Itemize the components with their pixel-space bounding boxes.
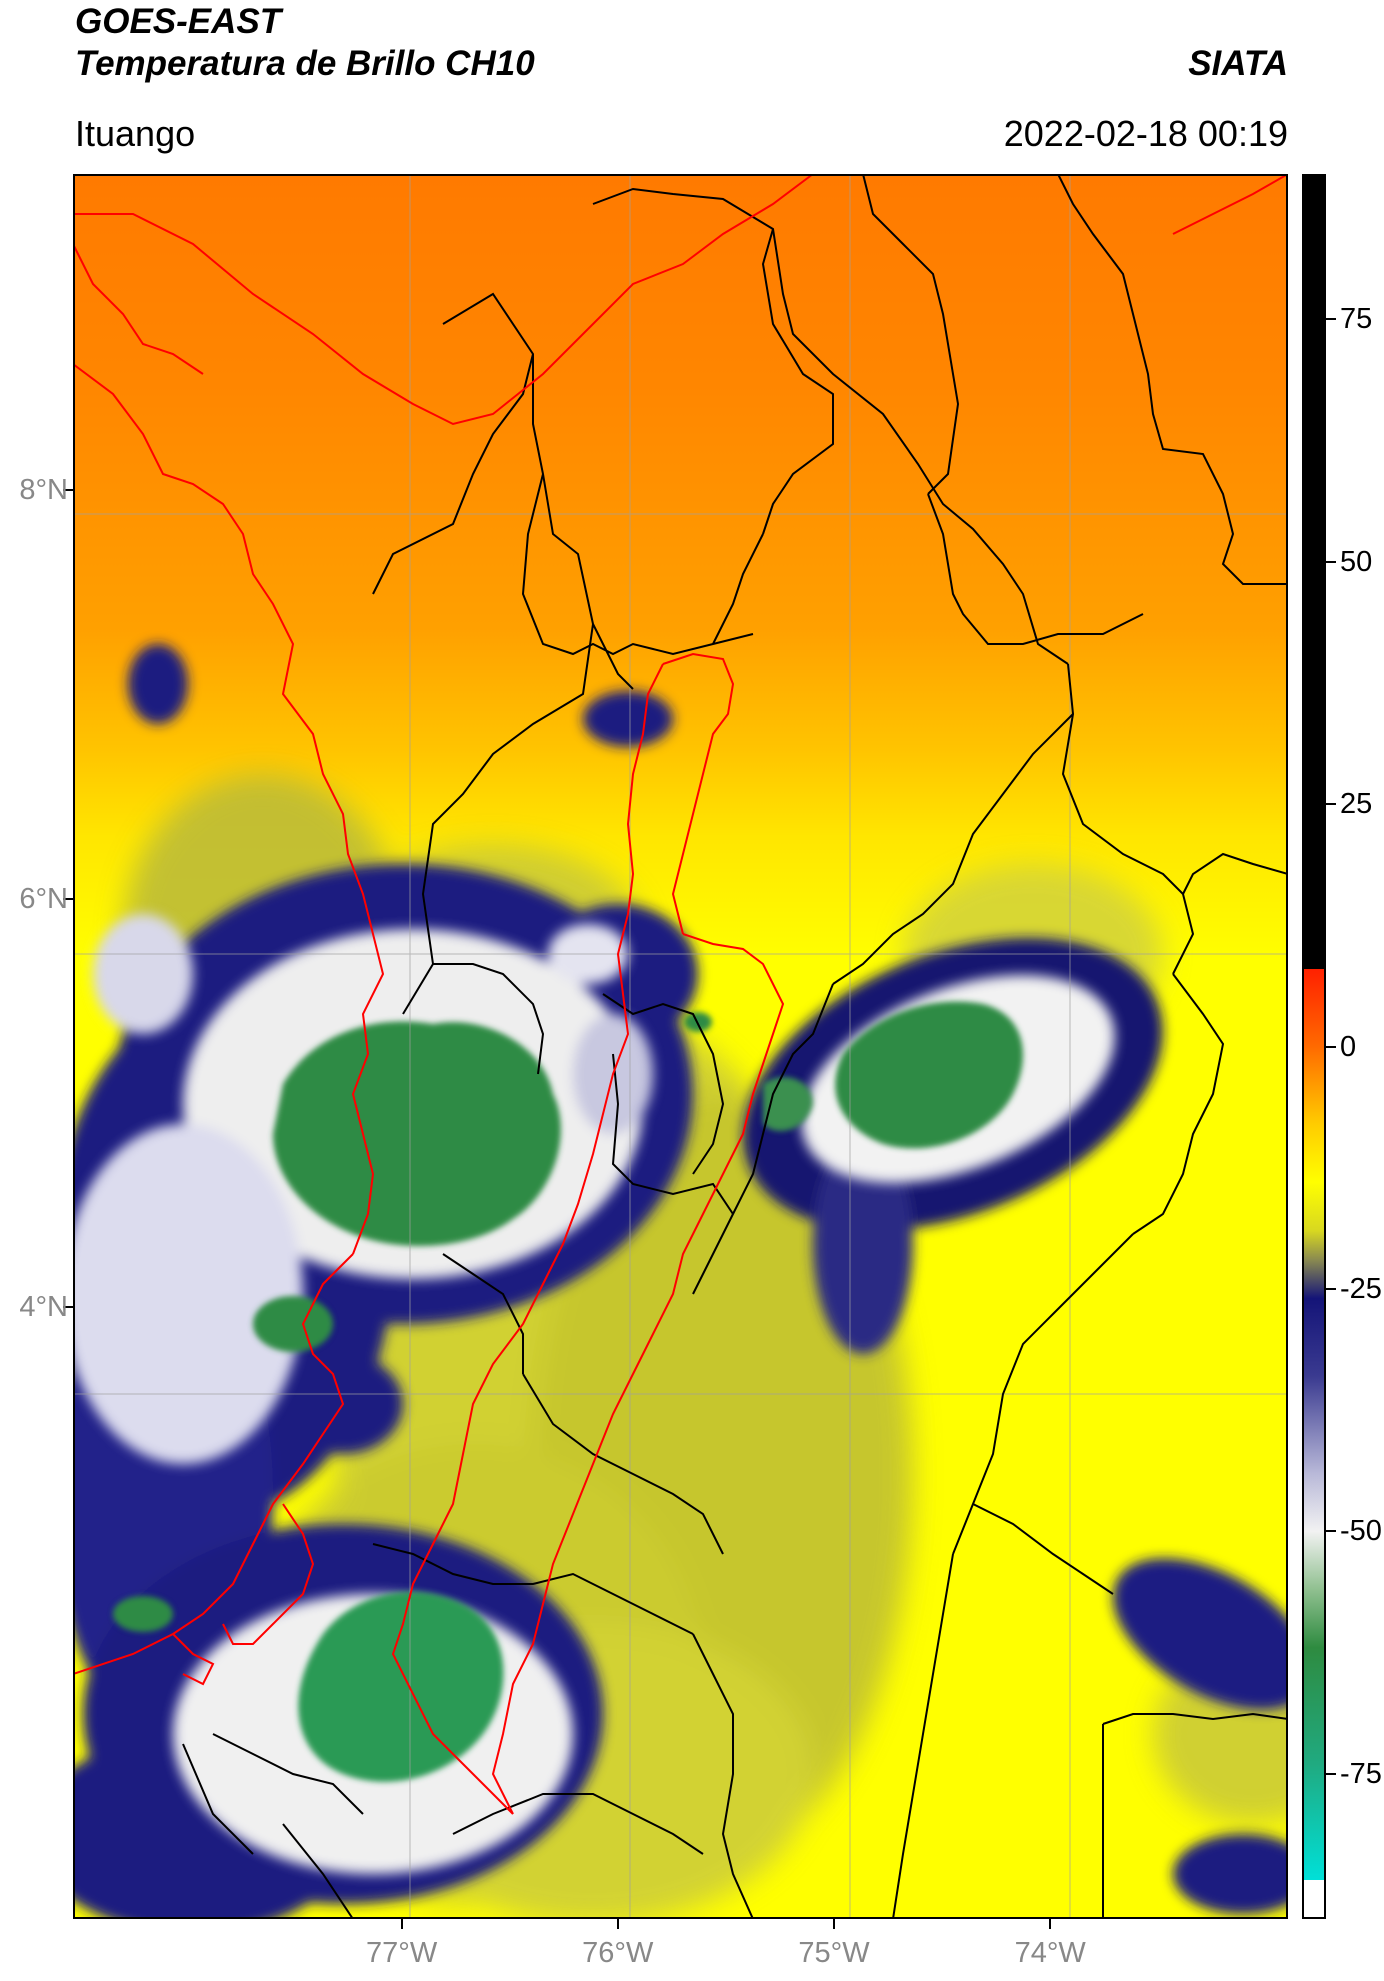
longitude-tick [616, 1919, 619, 1929]
colorbar-scale [1302, 174, 1326, 1919]
place-label: Ituango [75, 113, 196, 154]
latitude-tick-label: 4°N [19, 1290, 68, 1323]
colorbar-tick [1326, 1045, 1336, 1048]
map-panel [73, 174, 1288, 1919]
colorbar [1302, 174, 1326, 1919]
longitude-tick [1049, 1919, 1052, 1929]
organization-label: SIATA [1188, 44, 1288, 83]
colorbar-tick [1326, 803, 1336, 806]
longitude-tick-label: 74°W [1014, 1937, 1086, 1969]
colorbar-tick [1326, 1772, 1336, 1775]
colorbar-tick [1326, 560, 1336, 563]
colorbar-tick [1326, 318, 1336, 321]
colorbar-tick-label: 25 [1340, 788, 1373, 821]
latitude-tick [63, 1305, 73, 1308]
longitude-tick-label: 76°W [582, 1937, 654, 1969]
latitude-tick [63, 897, 73, 900]
brightness-temperature-map [73, 174, 1288, 1919]
department-boundaries [182, 174, 1288, 1919]
datetime-label: 2022-02-18 00:19 [1003, 113, 1288, 154]
latitude-tick-label: 8°N [19, 474, 68, 507]
colorbar-frame [1302, 174, 1326, 1919]
colorbar-tick-label: 50 [1340, 545, 1373, 578]
longitude-tick [400, 1919, 403, 1929]
title-line-2: Temperatura de Brillo CH10 [75, 44, 535, 83]
colorbar-tick-label: -75 [1340, 1757, 1382, 1790]
colorbar-tick-label: 75 [1340, 303, 1373, 336]
colorbar-fill [1302, 174, 1326, 1919]
longitude-tick [832, 1919, 835, 1929]
colorbar-tick-label: -25 [1340, 1272, 1382, 1305]
map-frame [73, 174, 1288, 1919]
colorbar-tick [1326, 1530, 1336, 1533]
colorbar-tick-label: -50 [1340, 1515, 1382, 1548]
longitude-tick-label: 77°W [365, 1937, 438, 1969]
title-line-1: GOES-EAST [75, 2, 282, 41]
red-boundaries [73, 174, 1288, 1815]
colorbar-tick [1326, 1287, 1336, 1290]
latitude-tick-label: 6°N [19, 882, 68, 915]
graticule [73, 174, 1288, 1919]
longitude-tick-label: 75°W [798, 1937, 870, 1969]
green-cloud-layer [113, 1001, 1023, 1782]
latitude-tick [63, 489, 73, 492]
colorbar-tick-label: 0 [1340, 1030, 1357, 1063]
